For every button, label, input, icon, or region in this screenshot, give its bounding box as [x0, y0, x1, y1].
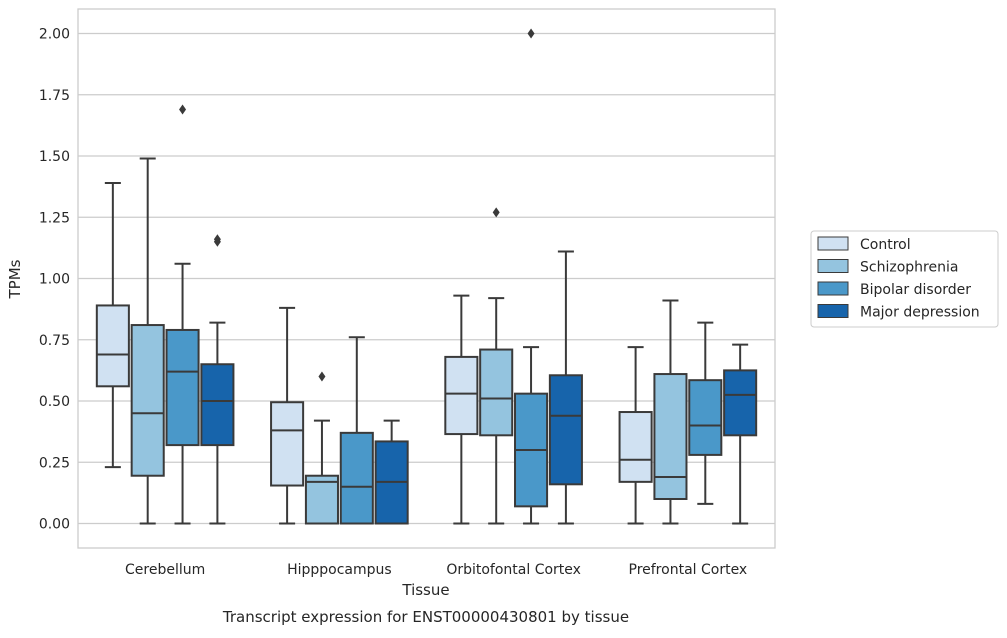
box-iqr	[653, 373, 688, 500]
y-tick-label: 2.00	[39, 27, 70, 43]
legend-swatch	[817, 259, 849, 273]
box-iqr	[548, 374, 583, 486]
legend-entry-control: Control	[817, 236, 911, 253]
outlier-point	[527, 28, 535, 39]
box-prefrontal-cortex-major-depression	[723, 343, 758, 525]
y-tick-label: 1.25	[39, 210, 70, 226]
y-tick-label: 0.25	[39, 455, 70, 471]
box-prefrontal-cortex-control	[618, 346, 653, 525]
legend-label: Control	[860, 237, 911, 253]
legend-label: Schizophrenia	[860, 260, 958, 276]
box-iqr	[339, 431, 374, 525]
box-iqr	[200, 363, 235, 447]
box-iqr	[444, 355, 479, 436]
y-tick-label: 0.75	[39, 333, 70, 349]
box-iqr	[165, 328, 200, 447]
legend-entry-schizophrenia: Schizophrenia	[817, 259, 958, 276]
y-tick-label: 1.50	[39, 149, 70, 165]
boxes-layer	[95, 28, 758, 525]
box-hipppocampus-major-depression	[374, 419, 409, 525]
x-tick-label: Hipppocampus	[287, 562, 392, 578]
box-iqr	[688, 379, 723, 456]
box-cerebellum-schizophrenia	[130, 157, 165, 525]
legend-entry-bipolar-disorder: Bipolar disorder	[817, 281, 971, 298]
legend-label: Bipolar disorder	[860, 282, 971, 298]
x-tick-label: Cerebellum	[125, 562, 205, 578]
y-tick-label: 1.75	[39, 88, 70, 104]
x-tick-labels: Cerebellum Hipppocampus Orbitofontal Corte…	[125, 562, 747, 578]
y-tick-labels: 0.00 0.25 0.50 0.75 1.00 1.25 1.50 1.75 2.00	[39, 27, 70, 533]
outlier-point	[213, 234, 221, 245]
box-iqr	[723, 369, 758, 437]
legend-entry-major-depression: Major depression	[817, 304, 980, 321]
legend-swatch	[817, 236, 849, 251]
plot-frame	[77, 8, 776, 549]
box-cerebellum-bipolar-disorder	[165, 104, 200, 525]
box-iqr	[618, 411, 653, 483]
y-tick-label: 0.00	[39, 517, 70, 533]
x-tick-label: Orbitofontal Cortex	[446, 562, 581, 578]
box-iqr	[270, 401, 305, 487]
box-iqr	[479, 348, 514, 437]
box-orbitofontal-cortex-bipolar-disorder	[514, 28, 549, 525]
box-hipppocampus-schizophrenia	[304, 371, 339, 525]
legend-label: Major depression	[860, 305, 980, 321]
x-axis-title: Tissue	[401, 581, 449, 599]
box-prefrontal-cortex-schizophrenia	[653, 299, 688, 525]
y-tick-label: 0.50	[39, 394, 70, 410]
outlier-point	[179, 104, 187, 115]
box-prefrontal-cortex-bipolar-disorder	[688, 321, 723, 505]
legend: Control Schizophrenia Bipolar disorder Majo…	[810, 230, 999, 328]
box-iqr	[95, 304, 130, 388]
box-cerebellum-control	[95, 181, 130, 469]
legend-swatch	[817, 304, 849, 318]
box-hipppocampus-bipolar-disorder	[339, 336, 374, 525]
box-cerebellum-major-depression	[200, 234, 235, 525]
box-iqr	[304, 474, 339, 525]
figure-caption: Transcript expression for ENST0000043080…	[222, 608, 629, 626]
box-iqr	[130, 324, 165, 477]
legend-swatch	[817, 281, 849, 296]
box-orbitofontal-cortex-major-depression	[548, 250, 583, 525]
box-orbitofontal-cortex-schizophrenia	[479, 207, 514, 525]
box-orbitofontal-cortex-control	[444, 294, 479, 525]
outlier-point	[492, 207, 500, 218]
outlier-point	[318, 371, 326, 382]
y-axis-title: TPMs	[6, 259, 24, 299]
x-tick-label: Prefrontal Cortex	[629, 562, 748, 578]
box-hipppocampus-control	[270, 306, 305, 525]
legend-frame	[810, 230, 999, 328]
y-tick-label: 1.00	[39, 272, 70, 288]
